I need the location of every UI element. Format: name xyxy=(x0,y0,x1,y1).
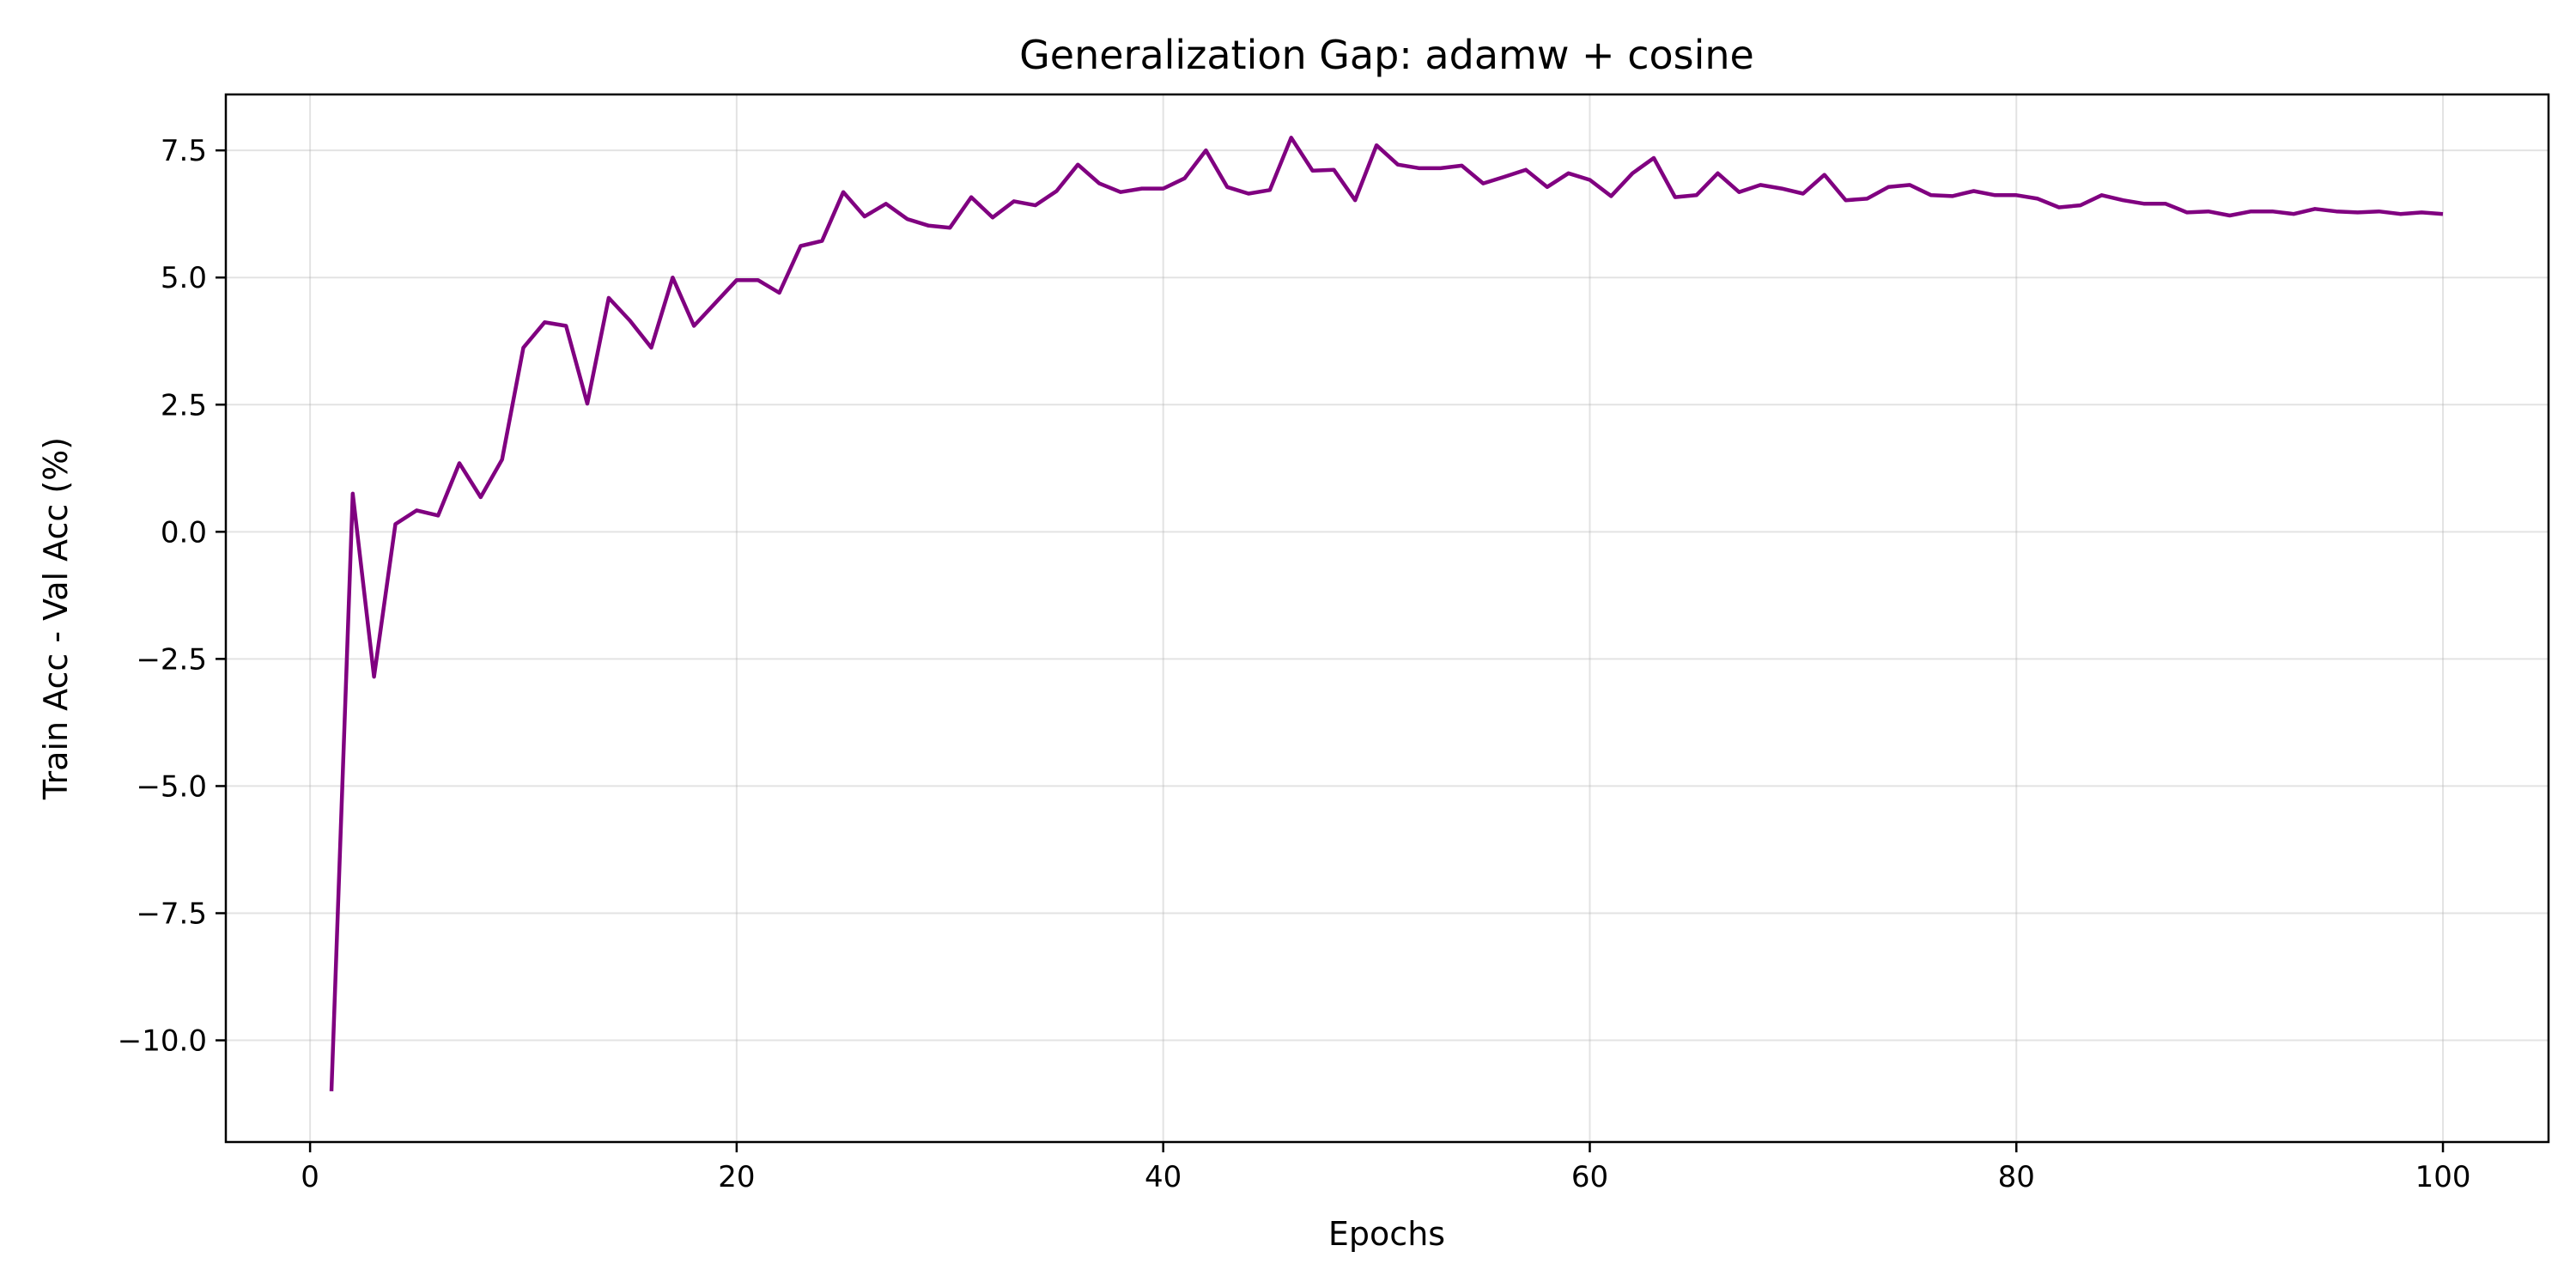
plot-frame xyxy=(224,93,2550,1144)
series-line xyxy=(329,136,2444,1091)
y-tick-label: 2.5 xyxy=(161,388,207,422)
x-axis-ticks: 0 20 40 60 80 100 xyxy=(301,1142,2470,1194)
grid-lines xyxy=(226,94,2549,1142)
x-tick-label: 80 xyxy=(1998,1160,2035,1194)
y-axis-ticks: 7.5 5.0 2.5 0.0 −2.5 −5.0 −7.5 −10.0 xyxy=(118,134,226,1059)
y-tick-label: 7.5 xyxy=(161,134,207,168)
y-tick-label: 5.0 xyxy=(161,261,207,295)
x-tick-label: 100 xyxy=(2415,1160,2471,1194)
y-tick-label: 0.0 xyxy=(161,515,207,550)
x-tick-label: 20 xyxy=(718,1160,755,1194)
x-tick-label: 40 xyxy=(1145,1160,1182,1194)
chart-title: Generalization Gap: adamw + cosine xyxy=(1019,32,1754,78)
y-tick-label: −2.5 xyxy=(136,642,207,677)
y-axis-label: Train Acc - Val Acc (%) xyxy=(37,437,75,800)
x-axis-label: Epochs xyxy=(1328,1215,1445,1253)
y-tick-label: −10.0 xyxy=(118,1024,207,1059)
series-layer xyxy=(329,136,2444,1091)
x-tick-label: 60 xyxy=(1571,1160,1608,1194)
y-tick-label: −7.5 xyxy=(136,896,207,931)
x-tick-label: 0 xyxy=(301,1160,319,1194)
y-tick-label: −5.0 xyxy=(136,769,207,804)
